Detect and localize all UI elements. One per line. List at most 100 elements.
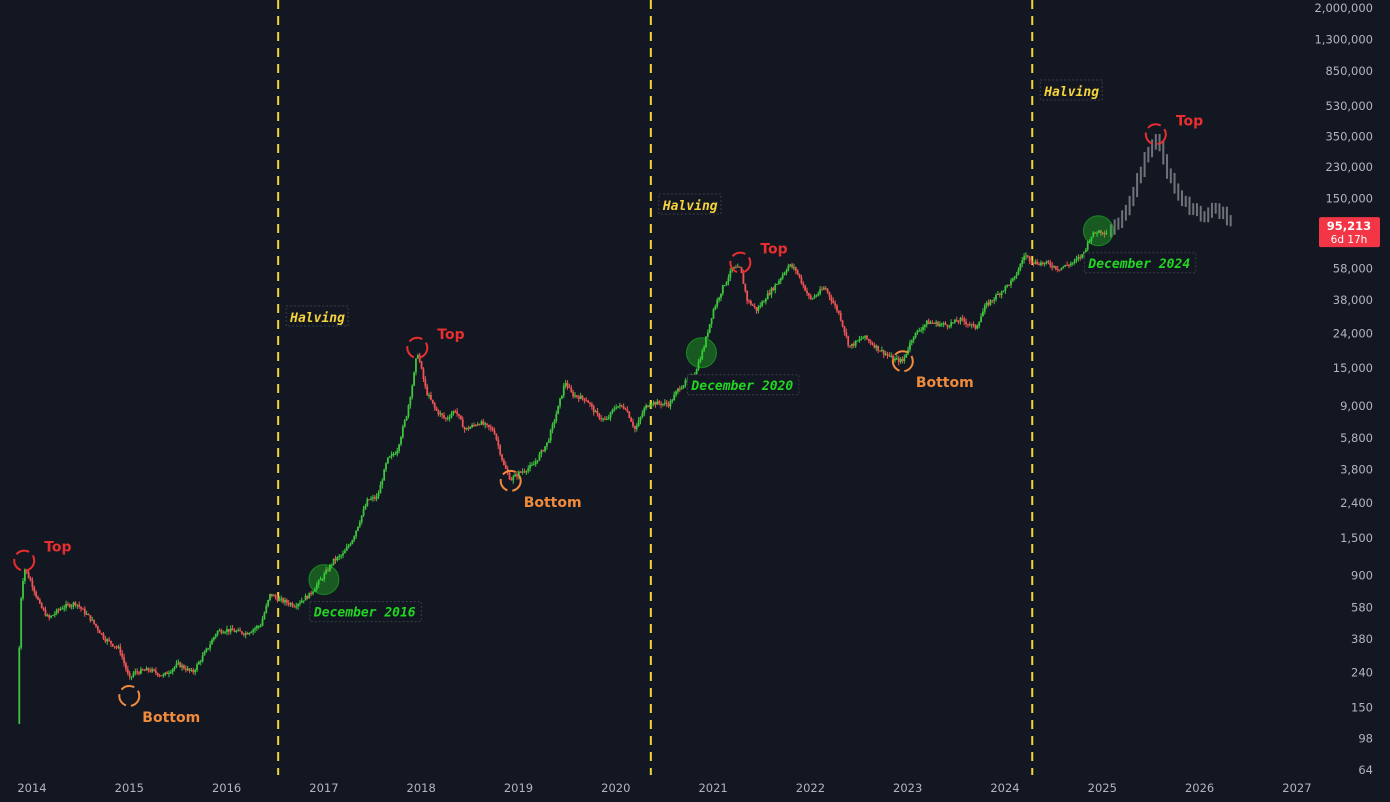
candle-body (619, 405, 621, 407)
price-tick-label: 900 (1351, 568, 1373, 582)
candle-body (420, 361, 423, 369)
candle-body (426, 386, 429, 396)
time-tick-label: 2027 (1282, 781, 1311, 795)
candle-body (555, 414, 558, 422)
candle-body (819, 289, 822, 294)
price-tick-label: 380 (1351, 632, 1373, 646)
top-label: Top (437, 327, 464, 343)
candle-body (308, 592, 311, 599)
candle-body (746, 290, 749, 301)
candle-body (540, 450, 543, 455)
candle-body (430, 395, 432, 400)
candle-body (362, 509, 365, 516)
candle-body (658, 401, 661, 404)
candle-body (830, 296, 833, 302)
candle-body (1040, 262, 1042, 266)
candle-body (617, 406, 619, 408)
candle-body (802, 283, 805, 286)
candle-body (974, 324, 977, 329)
candle-body (81, 608, 84, 610)
candle-body (297, 603, 299, 607)
candle-body (218, 630, 221, 632)
candle-body (117, 646, 120, 648)
candle-body (143, 670, 146, 672)
candle-body (998, 293, 1001, 296)
candle-body (843, 326, 846, 333)
candle-body (871, 343, 874, 345)
entry-label: December 2016 (313, 606, 416, 621)
candle-body (443, 415, 445, 418)
candle-body (811, 298, 814, 300)
candle-body (585, 400, 588, 402)
top-marker (1144, 123, 1167, 146)
candle-body (785, 270, 788, 273)
candle-body (287, 602, 290, 605)
candle-body (304, 595, 307, 601)
candle-body (944, 323, 947, 325)
candle-body (473, 424, 475, 426)
candle-body (246, 633, 249, 635)
candle-body (738, 266, 741, 268)
candle-body (650, 404, 653, 406)
candle-body (534, 461, 537, 465)
candle-body (154, 670, 157, 674)
candle-body (372, 497, 374, 499)
candle-body (1002, 290, 1005, 292)
candle-body (1075, 258, 1078, 260)
candle-body (849, 345, 851, 347)
entry-label-box (309, 601, 422, 623)
candle-body (413, 372, 415, 386)
candle-body (80, 606, 82, 609)
candle-body (976, 325, 979, 329)
candle-body (910, 340, 913, 343)
candle-body (901, 359, 904, 361)
candle-body (1026, 255, 1029, 257)
price-tick-label: 530,000 (1325, 99, 1373, 113)
candle-body (995, 294, 997, 300)
candle-body (486, 423, 488, 425)
candle-body (877, 345, 880, 351)
candle-body (59, 608, 62, 611)
candle-body (192, 670, 195, 673)
time-tick-label: 2016 (212, 781, 241, 795)
candle-body (677, 388, 679, 392)
candle-body (416, 355, 419, 359)
candle-body (1025, 255, 1027, 257)
entry-label: December 2020 (690, 379, 793, 394)
candle-body (714, 306, 717, 310)
candle-body (198, 661, 200, 665)
candle-body (559, 398, 561, 406)
candle-body (663, 402, 666, 404)
candle-body (205, 648, 208, 652)
price-tick-label: 230,000 (1325, 160, 1373, 174)
candle-body (201, 655, 204, 662)
candle-body (824, 287, 827, 290)
candle-body (723, 285, 726, 287)
candle-body (89, 615, 92, 621)
candle-body (261, 619, 264, 626)
candle-body (729, 270, 732, 278)
candle-body (553, 421, 556, 425)
candle-body (454, 411, 457, 413)
candle-body (725, 281, 728, 286)
candle-body (899, 359, 902, 362)
candle-body (1019, 264, 1022, 270)
candle-body (140, 669, 142, 674)
candle-body (978, 322, 981, 326)
candle-body (373, 497, 376, 499)
candle-body (134, 671, 137, 674)
candle-body (963, 318, 966, 322)
candle-body (310, 592, 313, 594)
candle-body (927, 320, 930, 325)
candle-body (1060, 267, 1063, 270)
candle-body (735, 267, 737, 269)
price-tick-label: 5,800 (1340, 431, 1373, 445)
candle-body (345, 547, 348, 551)
top-marker (406, 336, 429, 359)
candle-body (375, 496, 378, 499)
candle-body (222, 632, 225, 634)
candle-body (482, 421, 485, 425)
candle-body (461, 419, 464, 428)
